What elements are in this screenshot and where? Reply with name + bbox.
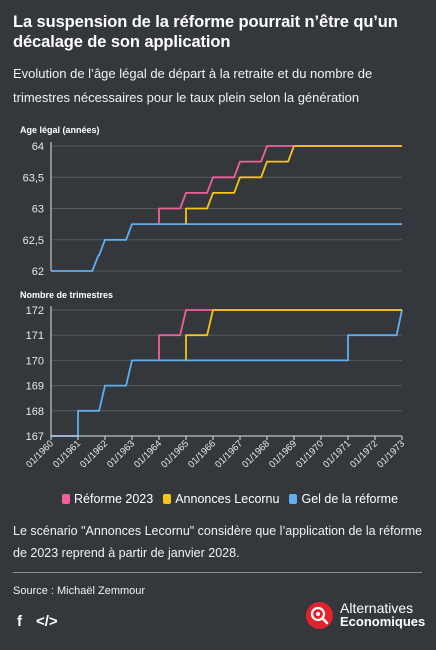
y-tick-label: 64 — [32, 141, 44, 153]
y-tick-label: 62 — [32, 266, 44, 278]
series-line-reforme-2023 — [158, 145, 402, 225]
legend-swatch — [289, 494, 298, 504]
footnote: Le scénario "Annonces Lecornu" considère… — [13, 524, 423, 560]
series-line-gel-de-la-reforme — [51, 309, 403, 437]
y-tick-label: 169 — [26, 381, 44, 393]
y-tick-label: 62,5 — [23, 235, 44, 247]
legend-label: Annonces Lecornu — [175, 492, 280, 506]
series-line-gel-de-la-reforme — [51, 223, 402, 272]
x-tick-label: 01/1967 — [213, 438, 245, 470]
x-tick-label: 01/1964 — [132, 438, 164, 470]
embed-code-icon[interactable]: </> — [36, 613, 58, 630]
chart-title: La suspension de la réforme pourrait n’ê… — [13, 13, 398, 51]
x-tick-label: 01/1963 — [105, 438, 137, 470]
y-tick-label: 168 — [26, 406, 44, 418]
x-tick-label: 01/1960 — [24, 438, 56, 470]
legend-swatch — [62, 494, 70, 504]
x-tick-label: 01/1971 — [321, 438, 353, 470]
x-tick-label: 01/1968 — [240, 438, 272, 470]
x-tick-label: 01/1962 — [78, 438, 110, 470]
chart-subtitle: Evolution de l’âge légal de départ à la … — [13, 66, 373, 105]
legend-item-gel-reforme[interactable]: Gel de la réforme — [289, 492, 398, 506]
top-chart-ylabel: Age légal (années) — [20, 125, 100, 135]
legend-label: Réforme 2023 — [74, 492, 154, 506]
y-tick-label: 167 — [26, 431, 44, 443]
series-line-annonces-lecornu — [185, 145, 402, 225]
legend-swatch — [163, 494, 172, 504]
y-tick-label: 172 — [26, 305, 44, 317]
y-tick-label: 63,5 — [23, 172, 44, 184]
facebook-icon[interactable]: f — [17, 613, 22, 630]
brand-name-line1: Alternatives — [340, 600, 414, 616]
magnifier-logo-icon — [306, 601, 333, 629]
brand-name-line2: Economiques — [340, 614, 426, 629]
legend-item-annonces-lecornu[interactable]: Annonces Lecornu — [163, 492, 279, 506]
legend-item-reforme-2023[interactable]: Réforme 2023 — [62, 492, 153, 506]
x-tick-label: 01/1966 — [186, 438, 218, 470]
y-tick-label: 63 — [32, 204, 44, 216]
top-chart: 62 62,5 63 63,5 64 — [23, 141, 402, 278]
bottom-chart-ylabel: Nombre de trimestres — [20, 290, 113, 300]
x-tick-label: 01/1969 — [267, 438, 299, 470]
legend: Réforme 2023 Annonces Lecornu Gel de la … — [62, 492, 398, 506]
source-text: Source : Michaël Zemmour — [13, 585, 146, 597]
brand-logo[interactable]: Alternatives Economiques — [306, 601, 425, 629]
x-tick-label: 01/1973 — [375, 438, 407, 470]
x-tick-label: 01/1970 — [294, 438, 326, 470]
bottom-chart: 167 168 169 170 171 172 — [26, 305, 403, 443]
series-line-annonces-lecornu — [185, 309, 402, 361]
x-tick-label: 01/1965 — [159, 438, 191, 470]
x-axis: 01/196001/196101/196201/196301/196401/19… — [24, 435, 407, 470]
y-tick-label: 171 — [26, 330, 44, 342]
legend-label: Gel de la réforme — [301, 492, 399, 506]
share-bar: f </> — [17, 613, 58, 630]
divider — [13, 572, 422, 573]
y-tick-label: 170 — [26, 355, 44, 367]
chart-svg: Age légal (années) Nombre de trimestres … — [20, 125, 407, 470]
x-tick-label: 01/1972 — [348, 438, 380, 470]
x-tick-label: 01/1961 — [51, 438, 83, 470]
